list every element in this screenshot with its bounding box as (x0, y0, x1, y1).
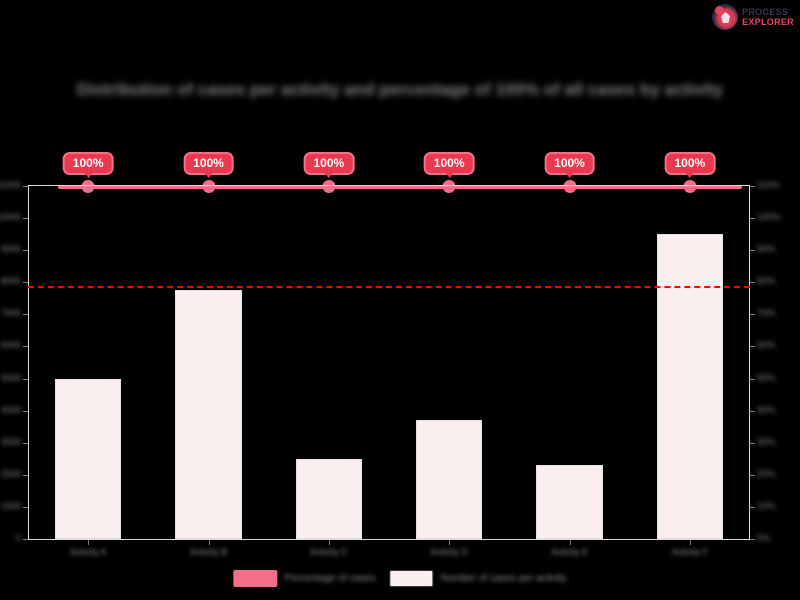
y-axis-right-label: 20% (757, 468, 776, 479)
y-axis-left-label: 6000 (0, 340, 21, 351)
bar-5[interactable] (536, 465, 603, 539)
y-axis-right-tick (750, 506, 755, 508)
bar-1[interactable] (55, 378, 122, 539)
y-axis-left-label: 7000 (0, 308, 21, 319)
legend-swatch-percentage (233, 570, 278, 587)
y-axis-right-tick (750, 539, 755, 540)
x-axis-tick (88, 540, 90, 545)
legend-item-percentage[interactable]: Percentage of cases (233, 570, 376, 587)
x-axis-tick (208, 540, 210, 545)
percentage-marker-1[interactable] (81, 180, 95, 193)
axis-top (28, 185, 750, 186)
y-axis-left-label: 5000 (0, 372, 21, 383)
y-axis-left-tick (23, 410, 28, 412)
legend-label-percentage: Percentage of cases (284, 573, 376, 584)
axis-bottom (28, 539, 750, 540)
plot-area: 1100010000900080007000600050004000300020… (0, 180, 780, 557)
legend-swatch-cases (389, 570, 434, 587)
chart-title: Distribution of cases per activity and p… (76, 80, 724, 99)
x-axis-tick (328, 540, 330, 545)
percentage-marker-3[interactable] (322, 180, 336, 193)
y-axis-left-tick (23, 346, 28, 348)
logo-text: PROCESS EXPLORER (742, 6, 794, 27)
y-axis-right-label: 80% (757, 276, 776, 287)
x-axis-tick (689, 540, 691, 545)
y-axis-right-tick (750, 378, 755, 380)
y-axis-left-label: 8000 (0, 276, 21, 287)
y-axis-right-label: 50% (757, 372, 776, 383)
x-axis-tick (449, 540, 451, 545)
x-axis-label-4: Activity D (430, 547, 468, 557)
percentage-marker-4[interactable] (442, 180, 456, 193)
y-axis-left-label: 3000 (0, 436, 21, 447)
y-axis-left-label: 1000 (0, 500, 21, 511)
y-axis-right-label: 40% (757, 404, 776, 415)
y-axis-right-label: 70% (757, 308, 776, 319)
y-axis-left-label: 2000 (0, 468, 21, 479)
x-axis-tick (569, 540, 571, 545)
x-axis-label-1: Activity A (69, 547, 107, 557)
bar-4[interactable] (416, 420, 483, 539)
bar-6[interactable] (656, 234, 723, 539)
y-axis-right-tick (750, 186, 755, 187)
percentage-series-line (58, 185, 742, 189)
y-axis-left-tick (23, 539, 28, 540)
y-axis-left-tick (23, 218, 28, 220)
y-axis-left-tick (23, 474, 28, 476)
percentage-badge-2: 100% (183, 152, 234, 178)
y-axis-right-tick (750, 314, 755, 316)
logo-mark-icon (712, 4, 739, 30)
x-axis-label-3: Activity C (310, 547, 348, 557)
y-axis-right-label: 10% (757, 500, 776, 511)
reference-line-dashed (28, 286, 750, 289)
y-axis-left-label: 11000 (0, 180, 21, 190)
y-axis-left-tick (23, 186, 28, 187)
logo-line-1: PROCESS (742, 6, 789, 17)
y-axis-right-tick (750, 474, 755, 476)
y-axis-right-tick (750, 282, 755, 284)
y-axis-right-tick (750, 410, 755, 412)
percentage-badge-4: 100% (423, 152, 475, 178)
y-axis-left-tick (23, 378, 28, 380)
y-axis-right-tick (750, 250, 755, 252)
percentage-marker-5[interactable] (563, 180, 576, 193)
logo-line-2: EXPLORER (742, 16, 794, 27)
x-axis-label-2: Activity B (189, 547, 228, 557)
percentage-badge-5: 100% (544, 152, 595, 178)
y-axis-left-label: 0 (15, 533, 21, 543)
y-axis-right-tick (750, 442, 755, 444)
percentage-badge-3: 100% (303, 152, 355, 178)
legend-label-cases: Number of cases per activity (440, 573, 567, 584)
y-axis-right-label: 90% (757, 244, 776, 255)
percentage-marker-2[interactable] (202, 180, 215, 193)
bar-2[interactable] (175, 290, 242, 539)
percentage-badge-1: 100% (62, 152, 114, 178)
y-axis-right-label: 30% (757, 436, 776, 447)
percentage-badge-6: 100% (664, 152, 716, 178)
y-axis-right-tick (750, 218, 755, 220)
legend-item-cases[interactable]: Number of cases per activity (389, 570, 567, 587)
y-axis-right-label: 100% (757, 212, 781, 223)
y-axis-left-tick (23, 442, 28, 444)
y-axis-left-tick (23, 250, 28, 252)
y-axis-left-tick (23, 314, 28, 316)
axis-left (28, 185, 29, 540)
axis-right (749, 185, 750, 540)
y-axis-left-label: 4000 (0, 404, 21, 415)
brand-logo: PROCESS EXPLORER (712, 4, 794, 30)
y-axis-right-tick (750, 346, 755, 348)
chart-legend: Percentage of cases Number of cases per … (223, 565, 576, 592)
y-axis-left-label: 9000 (0, 244, 21, 255)
percentage-marker-6[interactable] (683, 180, 697, 193)
y-axis-right-label: 0% (757, 533, 771, 543)
y-axis-left-tick (23, 506, 28, 508)
x-axis-label-5: Activity E (550, 547, 589, 557)
x-axis-label-6: Activity F (671, 547, 709, 557)
y-axis-right-label: 60% (757, 340, 776, 351)
y-axis-right-label: 110% (757, 180, 780, 190)
bar-3[interactable] (295, 458, 362, 539)
y-axis-left-tick (23, 282, 28, 284)
